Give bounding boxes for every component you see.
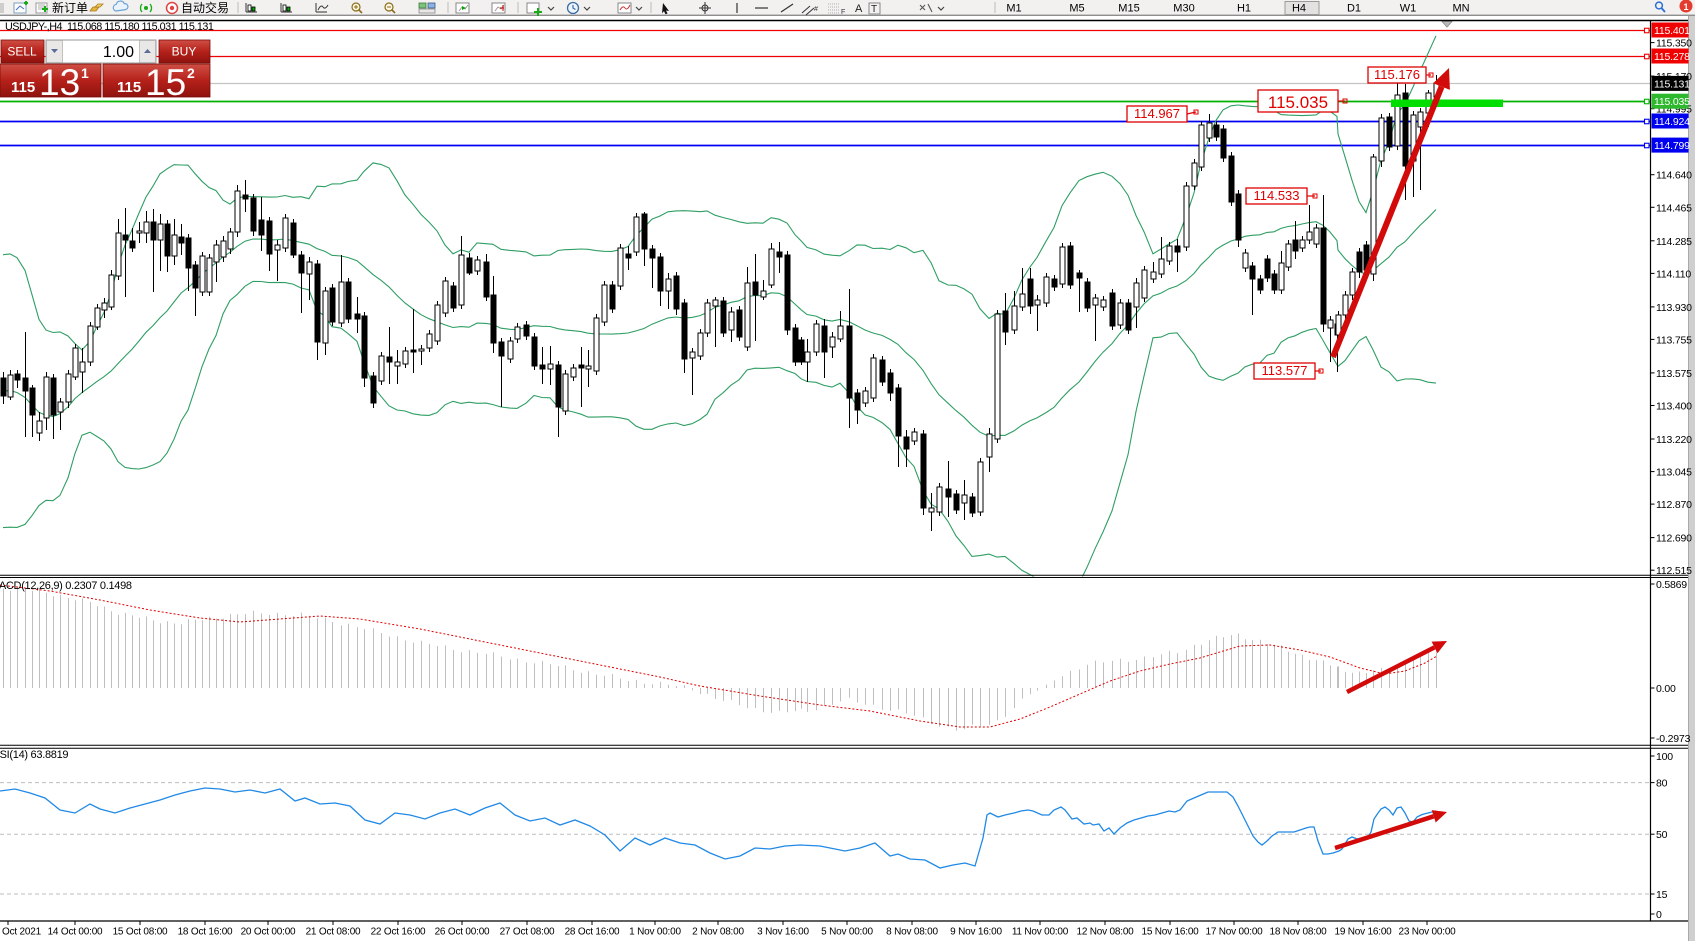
svg-text:113.400: 113.400 xyxy=(1656,401,1692,413)
svg-text:23 Nov 00:00: 23 Nov 00:00 xyxy=(1398,927,1456,938)
svg-text:113.220: 113.220 xyxy=(1656,434,1692,446)
svg-text:112.515: 112.515 xyxy=(1656,565,1692,577)
svg-text:17 Nov 00:00: 17 Nov 00:00 xyxy=(1205,927,1263,938)
svg-text:115.401: 115.401 xyxy=(1654,25,1690,37)
svg-text:H4: H4 xyxy=(1292,3,1306,15)
svg-text:T: T xyxy=(871,4,877,15)
svg-text:113.577: 113.577 xyxy=(1261,363,1307,378)
svg-text:3 Nov 16:00: 3 Nov 16:00 xyxy=(757,927,809,938)
svg-text:2: 2 xyxy=(187,65,195,81)
svg-text:1: 1 xyxy=(81,65,89,81)
svg-text:#: # xyxy=(814,6,818,13)
svg-text:0.00: 0.00 xyxy=(1656,683,1676,695)
svg-text:1: 1 xyxy=(1683,2,1688,12)
svg-text:D1: D1 xyxy=(1347,3,1361,15)
svg-text:15 Oct 08:00: 15 Oct 08:00 xyxy=(113,927,168,938)
svg-text:MN: MN xyxy=(1452,3,1469,15)
svg-text:20 Oct 00:00: 20 Oct 00:00 xyxy=(241,927,296,938)
svg-text:113.575: 113.575 xyxy=(1656,368,1692,380)
svg-text:114.285: 114.285 xyxy=(1656,236,1692,248)
svg-text:115.350: 115.350 xyxy=(1656,38,1692,50)
svg-text:114.533: 114.533 xyxy=(1253,188,1299,203)
svg-text:新订单: 新订单 xyxy=(52,0,88,15)
svg-text:21 Oct 08:00: 21 Oct 08:00 xyxy=(306,927,361,938)
svg-text:28 Oct 16:00: 28 Oct 16:00 xyxy=(565,927,620,938)
svg-text:A: A xyxy=(855,3,863,15)
svg-text:11 Nov 00:00: 11 Nov 00:00 xyxy=(1012,927,1069,938)
svg-text:113.930: 113.930 xyxy=(1656,302,1692,314)
svg-text:0.5869: 0.5869 xyxy=(1656,579,1687,591)
svg-text:114.465: 114.465 xyxy=(1656,202,1692,214)
svg-text:-0.2973: -0.2973 xyxy=(1656,733,1691,745)
svg-text:112.870: 112.870 xyxy=(1656,499,1692,511)
svg-text:22 Oct 16:00: 22 Oct 16:00 xyxy=(371,927,426,938)
svg-text:1.00: 1.00 xyxy=(103,44,134,61)
svg-text:M15: M15 xyxy=(1118,3,1139,15)
svg-text:18 Nov 08:00: 18 Nov 08:00 xyxy=(1269,927,1327,938)
svg-text:SELL: SELL xyxy=(7,45,37,59)
svg-text:80: 80 xyxy=(1656,778,1668,790)
svg-text:114.799: 114.799 xyxy=(1654,140,1690,152)
svg-text:113.755: 113.755 xyxy=(1656,334,1692,346)
svg-text:M1: M1 xyxy=(1006,3,1021,15)
svg-text:15: 15 xyxy=(145,62,186,103)
svg-text:115.176: 115.176 xyxy=(1374,67,1420,82)
svg-text:5 Nov 00:00: 5 Nov 00:00 xyxy=(821,927,873,938)
svg-text:14 Oct 00:00: 14 Oct 00:00 xyxy=(48,927,103,938)
svg-text:50: 50 xyxy=(1656,829,1668,841)
svg-text:自动交易: 自动交易 xyxy=(181,0,229,15)
svg-text:BUY: BUY xyxy=(172,45,197,59)
svg-text:9 Nov 16:00: 9 Nov 16:00 xyxy=(950,927,1002,938)
svg-text:M30: M30 xyxy=(1173,3,1194,15)
svg-text:MACD(12,26,9) 0.2307 0.1498: MACD(12,26,9) 0.2307 0.1498 xyxy=(0,580,132,592)
svg-text:114.967: 114.967 xyxy=(1134,106,1180,121)
svg-text:114.640: 114.640 xyxy=(1656,170,1692,182)
svg-text:Oct 2021: Oct 2021 xyxy=(2,927,42,938)
svg-text:RSI(14) 63.8819: RSI(14) 63.8819 xyxy=(0,749,68,761)
svg-text:W1: W1 xyxy=(1400,3,1417,15)
svg-text:M5: M5 xyxy=(1069,3,1084,15)
svg-text:115: 115 xyxy=(117,79,141,96)
svg-text:H1: H1 xyxy=(1237,3,1251,15)
svg-text:112.690: 112.690 xyxy=(1656,533,1692,545)
svg-text:12 Nov 08:00: 12 Nov 08:00 xyxy=(1076,927,1134,938)
svg-text:114.924: 114.924 xyxy=(1654,116,1690,128)
svg-text:115: 115 xyxy=(11,79,35,96)
svg-text:1 Nov 00:00: 1 Nov 00:00 xyxy=(629,927,681,938)
svg-text:13: 13 xyxy=(39,62,80,103)
svg-text:0: 0 xyxy=(1656,909,1662,921)
svg-text:113.045: 113.045 xyxy=(1656,467,1692,479)
svg-text:15: 15 xyxy=(1656,889,1668,901)
svg-text:100: 100 xyxy=(1656,751,1673,763)
svg-text:115.035: 115.035 xyxy=(1654,96,1690,108)
svg-text:USDJPY-,H4 115.068 115.180 11: USDJPY-,H4 115.068 115.180 115.031 115.1… xyxy=(5,21,214,33)
svg-text:19 Nov 16:00: 19 Nov 16:00 xyxy=(1334,927,1392,938)
svg-text:26 Oct 00:00: 26 Oct 00:00 xyxy=(435,927,490,938)
svg-text:8 Nov 08:00: 8 Nov 08:00 xyxy=(886,927,938,938)
svg-text:114.110: 114.110 xyxy=(1656,268,1691,280)
svg-text:15 Nov 16:00: 15 Nov 16:00 xyxy=(1141,927,1199,938)
svg-text:18 Oct 16:00: 18 Oct 16:00 xyxy=(178,927,233,938)
svg-text:115.035: 115.035 xyxy=(1268,93,1328,112)
svg-text:115.278: 115.278 xyxy=(1654,51,1690,63)
svg-text:2 Nov 08:00: 2 Nov 08:00 xyxy=(692,927,744,938)
svg-text:115.131: 115.131 xyxy=(1654,78,1690,90)
svg-text:F: F xyxy=(841,9,845,16)
svg-text:27 Oct 08:00: 27 Oct 08:00 xyxy=(500,927,555,938)
